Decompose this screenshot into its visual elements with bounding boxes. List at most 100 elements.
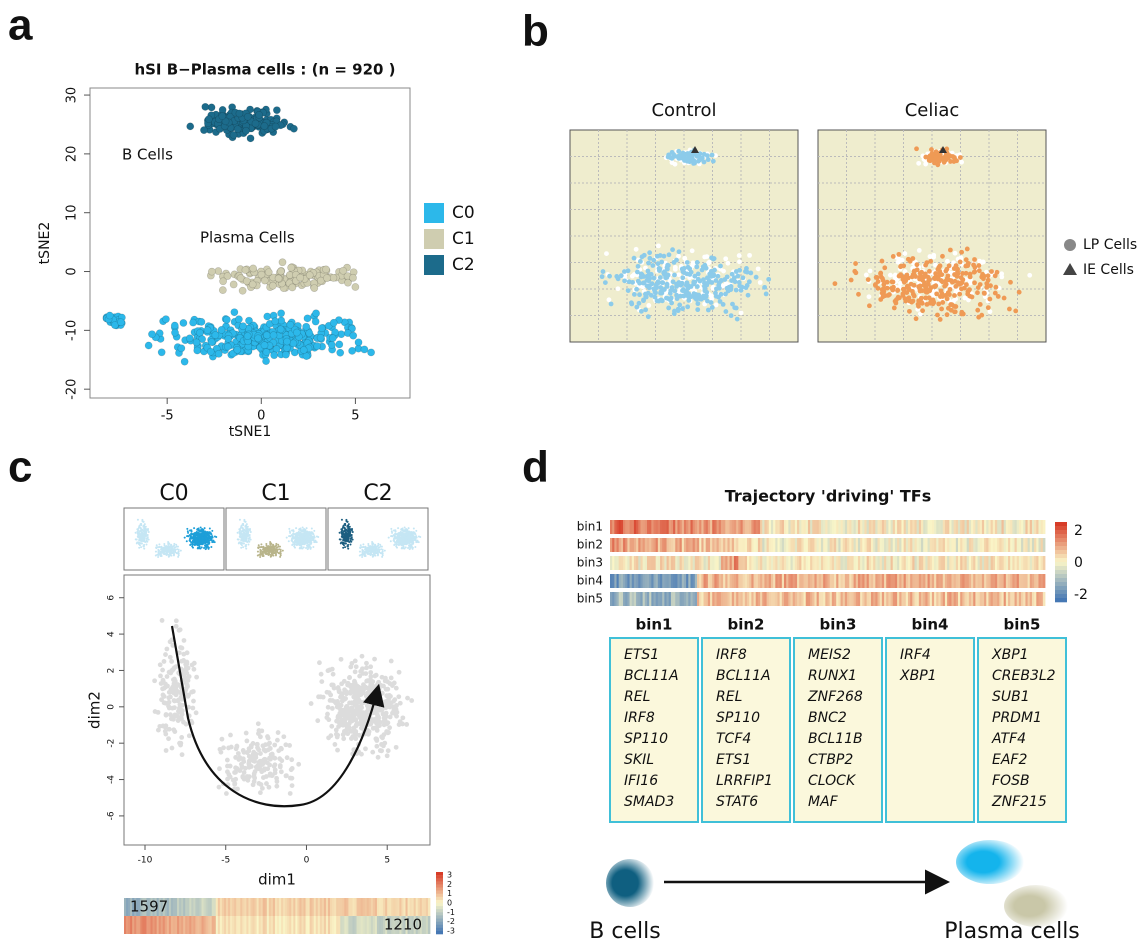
facet-title: Control <box>651 100 716 121</box>
cell-point <box>362 552 364 554</box>
cell-point <box>677 303 682 308</box>
cell-point <box>651 258 656 263</box>
cell-point <box>273 550 275 552</box>
cell-point <box>174 624 179 629</box>
cell-point <box>342 526 344 528</box>
cell-point <box>167 727 172 732</box>
cell-point <box>262 766 267 771</box>
cell-point <box>290 340 297 347</box>
cell-point <box>178 627 183 632</box>
cell-point <box>735 317 740 322</box>
cell-point <box>676 307 681 312</box>
cell-point <box>924 286 929 291</box>
cell-point <box>948 248 953 253</box>
cell-point <box>972 257 977 262</box>
cell-point <box>288 535 290 537</box>
cell-point <box>214 535 216 537</box>
cell-point <box>343 530 345 532</box>
cell-point <box>671 279 676 284</box>
cell-point <box>907 309 912 314</box>
cell-point <box>372 556 374 558</box>
cell-point <box>179 735 184 740</box>
cell-point <box>148 331 155 338</box>
cell-point <box>179 711 184 716</box>
cell-point <box>166 736 171 741</box>
cell-point <box>302 526 304 528</box>
cell-point <box>347 521 349 523</box>
cell-point <box>207 540 209 542</box>
cell-point <box>732 275 737 280</box>
cell-point <box>377 554 379 556</box>
cell-point <box>402 541 404 543</box>
cell-point <box>261 342 268 349</box>
cell-point <box>160 554 162 556</box>
cell-point <box>399 542 401 544</box>
cell-point <box>310 547 312 549</box>
cell-point <box>670 285 675 290</box>
cell-point <box>260 552 262 554</box>
cell-point <box>673 267 678 272</box>
cell-point <box>270 556 272 558</box>
cell-point <box>205 548 207 550</box>
cell-point <box>106 312 113 319</box>
cell-point <box>141 540 143 542</box>
plasma-cell-icon <box>956 840 1024 884</box>
cell-point <box>170 685 175 690</box>
cell-point <box>273 107 280 114</box>
cell-point <box>668 291 673 296</box>
cell-point <box>271 547 273 549</box>
cell-point <box>966 288 971 293</box>
cell-point <box>171 550 173 552</box>
cell-point <box>267 763 272 768</box>
cell-point <box>393 540 395 542</box>
cell-point <box>670 247 675 252</box>
cell-point <box>223 316 230 323</box>
cell-point <box>245 545 247 547</box>
cell-point <box>310 536 312 538</box>
cell-point <box>912 269 917 274</box>
cell-point <box>936 265 941 270</box>
facet-title: C1 <box>261 481 290 506</box>
cell-point <box>719 292 724 297</box>
cell-point <box>168 544 170 546</box>
cell-point <box>169 659 174 664</box>
cell-point <box>409 537 411 539</box>
cell-point <box>259 549 261 551</box>
cell-point <box>923 263 928 268</box>
cell-point <box>260 786 265 791</box>
cell-point <box>257 551 259 553</box>
cell-point <box>195 542 197 544</box>
cell-point <box>220 737 225 742</box>
cell-point <box>269 282 276 289</box>
cell-point <box>284 773 289 778</box>
cell-point <box>186 335 193 342</box>
cell-point <box>691 161 696 166</box>
cell-point <box>756 266 761 271</box>
cell-point <box>142 536 144 538</box>
cell-point <box>634 247 639 252</box>
cell-point <box>270 773 275 778</box>
cell-point <box>277 268 284 275</box>
cell-point <box>349 347 356 354</box>
cell-point <box>241 530 243 532</box>
cell-point <box>225 769 230 774</box>
cell-point <box>650 263 655 268</box>
cell-point <box>246 527 248 529</box>
cell-point <box>378 548 380 550</box>
cell-point <box>174 546 176 548</box>
cell-point <box>162 316 169 323</box>
cell-point <box>646 314 651 319</box>
cell-point <box>171 329 178 336</box>
cell-point <box>236 110 243 117</box>
cell-point <box>198 318 205 325</box>
cell-point <box>244 530 246 532</box>
cell-point <box>328 733 333 738</box>
cell-point <box>686 285 691 290</box>
cell-point <box>630 274 635 279</box>
cell-point <box>350 541 352 543</box>
cell-point <box>264 774 269 779</box>
cell-point <box>249 281 256 288</box>
cell-point <box>186 535 188 537</box>
cell-point <box>658 285 663 290</box>
